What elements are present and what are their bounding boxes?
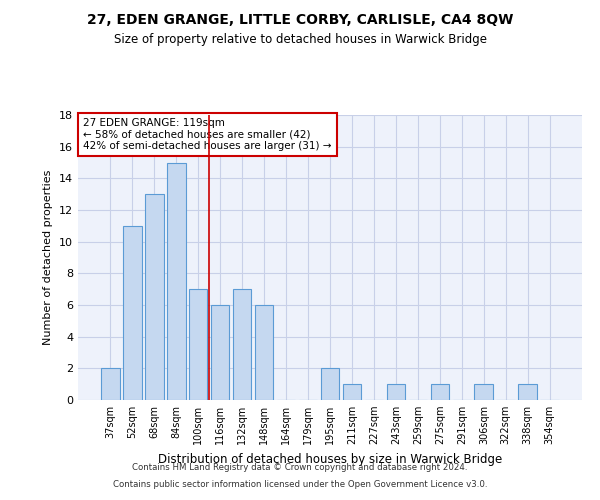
Bar	[320, 368, 340, 400]
Bar	[431, 384, 449, 400]
Bar	[518, 384, 537, 400]
Text: 27 EDEN GRANGE: 119sqm
← 58% of detached houses are smaller (42)
42% of semi-det: 27 EDEN GRANGE: 119sqm ← 58% of detached…	[83, 118, 332, 151]
X-axis label: Distribution of detached houses by size in Warwick Bridge: Distribution of detached houses by size …	[158, 452, 502, 466]
Text: Size of property relative to detached houses in Warwick Bridge: Size of property relative to detached ho…	[113, 32, 487, 46]
Bar	[145, 194, 164, 400]
Bar	[211, 305, 229, 400]
Bar	[123, 226, 142, 400]
Bar	[255, 305, 274, 400]
Bar	[101, 368, 119, 400]
Y-axis label: Number of detached properties: Number of detached properties	[43, 170, 53, 345]
Bar	[189, 289, 208, 400]
Text: Contains public sector information licensed under the Open Government Licence v3: Contains public sector information licen…	[113, 480, 487, 489]
Text: 27, EDEN GRANGE, LITTLE CORBY, CARLISLE, CA4 8QW: 27, EDEN GRANGE, LITTLE CORBY, CARLISLE,…	[87, 12, 513, 26]
Bar	[475, 384, 493, 400]
Text: Contains HM Land Registry data © Crown copyright and database right 2024.: Contains HM Land Registry data © Crown c…	[132, 464, 468, 472]
Bar	[343, 384, 361, 400]
Bar	[386, 384, 405, 400]
Bar	[167, 162, 185, 400]
Bar	[233, 289, 251, 400]
